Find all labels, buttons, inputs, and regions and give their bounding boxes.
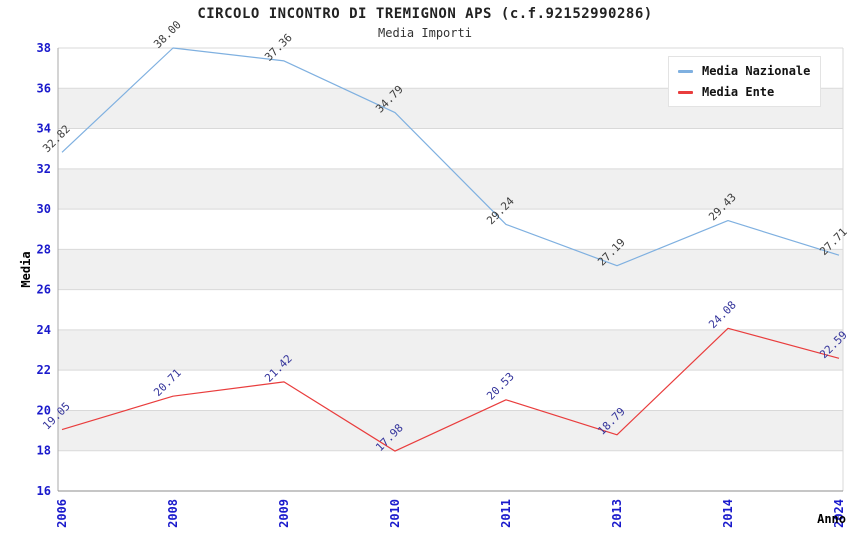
legend-item-media-ente: Media Ente	[678, 85, 810, 99]
y-tick-label: 28	[37, 242, 51, 256]
y-tick-label: 20	[37, 403, 51, 417]
plot-band	[58, 128, 843, 169]
legend-label: Media Ente	[702, 85, 775, 99]
y-tick-label: 22	[37, 363, 51, 377]
y-tick-label: 26	[37, 283, 51, 297]
y-tick-label: 24	[37, 323, 51, 337]
plot-band	[58, 289, 843, 330]
x-tick-label: 2006	[55, 499, 69, 528]
x-tick-label: 2024	[832, 499, 846, 528]
legend-line-swatch-red	[678, 90, 693, 94]
plot-band	[58, 249, 843, 290]
y-axis-title: Media	[19, 251, 33, 287]
y-tick-label: 16	[37, 484, 51, 498]
y-tick-label: 38	[37, 41, 51, 55]
plot-band	[58, 209, 843, 250]
x-tick-label: 2010	[388, 499, 402, 528]
plot-band	[58, 168, 843, 210]
x-tick-label: 2009	[277, 499, 291, 528]
y-tick-label: 36	[37, 81, 51, 95]
y-tick-label: 18	[37, 444, 51, 458]
legend-line-swatch-blue	[678, 69, 693, 73]
legend-label: Media Nazionale	[702, 64, 811, 78]
x-tick-label: 2013	[610, 499, 624, 528]
legend: Media Nazionale Media Ente	[668, 56, 822, 107]
legend-item-media-nazionale: Media Nazionale	[678, 64, 810, 78]
y-tick-label: 32	[37, 162, 51, 176]
line-media-nazionale	[61, 47, 840, 267]
plot-band	[58, 450, 843, 491]
chart-subtitle: Media Importi	[378, 26, 472, 40]
plot-band	[58, 370, 843, 411]
line-media-ente	[61, 327, 840, 452]
plot-band	[58, 329, 843, 371]
x-tick-label: 2011	[499, 499, 513, 528]
x-axis-title: Anno	[817, 512, 846, 526]
chart-title: CIRCOLO INCONTRO DI TREMIGNON APS (c.f.9…	[197, 6, 653, 22]
x-tick-label: 2014	[721, 499, 735, 528]
plot-band	[58, 410, 843, 451]
x-tick-label: 2008	[166, 499, 180, 528]
y-tick-label: 34	[37, 122, 51, 136]
y-tick-label: 30	[37, 202, 51, 216]
